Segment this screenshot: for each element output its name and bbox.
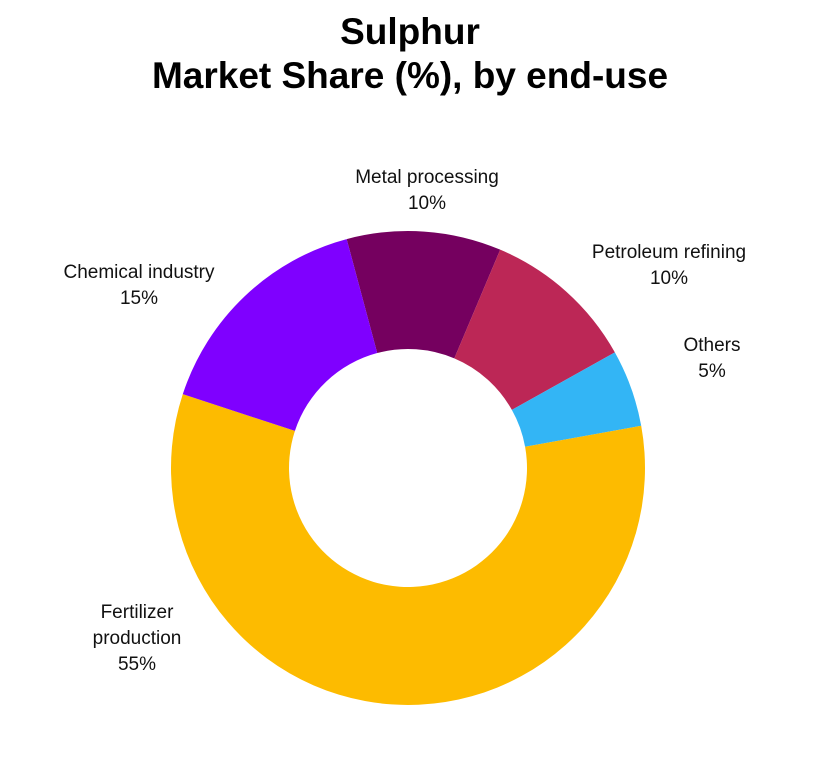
slice-petroleum-refining xyxy=(454,249,615,410)
slice-others xyxy=(511,352,642,447)
label-chemical-industry-line-2: 15% xyxy=(120,288,158,309)
label-fertilizer-production-line-2: production xyxy=(93,628,182,649)
label-petroleum-refining-line-2: 10% xyxy=(650,268,688,289)
slice-fertilizer-production xyxy=(171,394,646,705)
label-others: Others 5% xyxy=(683,335,740,382)
chart-title-line-1: Sulphur xyxy=(340,11,480,52)
label-petroleum-refining-line-1: Petroleum refining xyxy=(592,242,746,263)
label-chemical-industry: Chemical industry 15% xyxy=(64,262,215,309)
chart-title: Sulphur Market Share (%), by end-use xyxy=(0,10,820,98)
label-metal-processing-line-2: 10% xyxy=(408,193,446,214)
label-fertilizer-production-line-1: Fertilizer xyxy=(101,602,175,623)
label-petroleum-refining: Petroleum refining 10% xyxy=(592,242,746,289)
label-fertilizer-production-line-3: 55% xyxy=(118,654,156,675)
label-others-line-2: 5% xyxy=(698,361,726,382)
label-metal-processing: Metal processing 10% xyxy=(355,167,499,214)
label-fertilizer-production: Fertilizer production 55% xyxy=(93,602,182,675)
slice-metal-processing xyxy=(346,231,501,359)
donut-slices xyxy=(171,231,646,705)
label-others-line-1: Others xyxy=(683,335,740,356)
chart-title-line-2: Market Share (%), by end-use xyxy=(151,55,669,96)
slice-labels: Metal processing 10% Petroleum refining 10%… xyxy=(64,167,747,675)
label-metal-processing-line-1: Metal processing xyxy=(355,167,499,188)
slice-chemical-industry xyxy=(182,239,378,431)
label-chemical-industry-line-1: Chemical industry xyxy=(64,262,215,283)
